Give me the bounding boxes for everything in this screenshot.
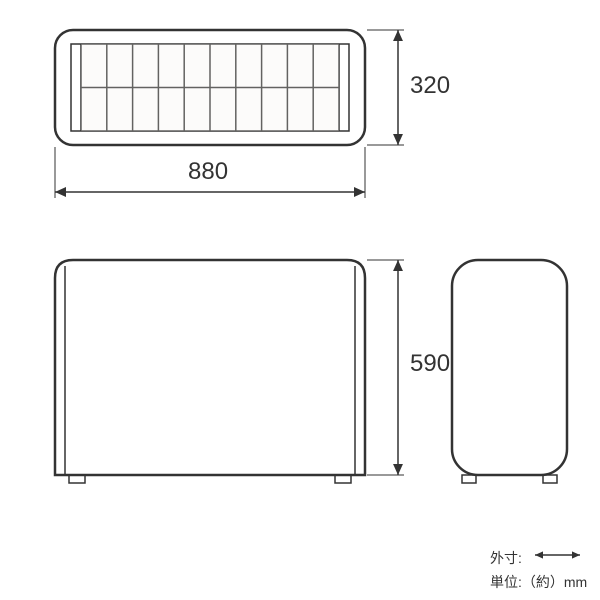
side-view-outline <box>452 260 567 475</box>
dim-width: 880 <box>188 158 228 186</box>
legend-outer-dim: 外寸: <box>490 548 522 568</box>
legend-unit: 単位:（約）mm <box>490 572 587 592</box>
front-view-outline <box>55 260 365 475</box>
dim-height-front: 590 <box>410 350 450 378</box>
dim-height-top: 320 <box>410 72 450 100</box>
